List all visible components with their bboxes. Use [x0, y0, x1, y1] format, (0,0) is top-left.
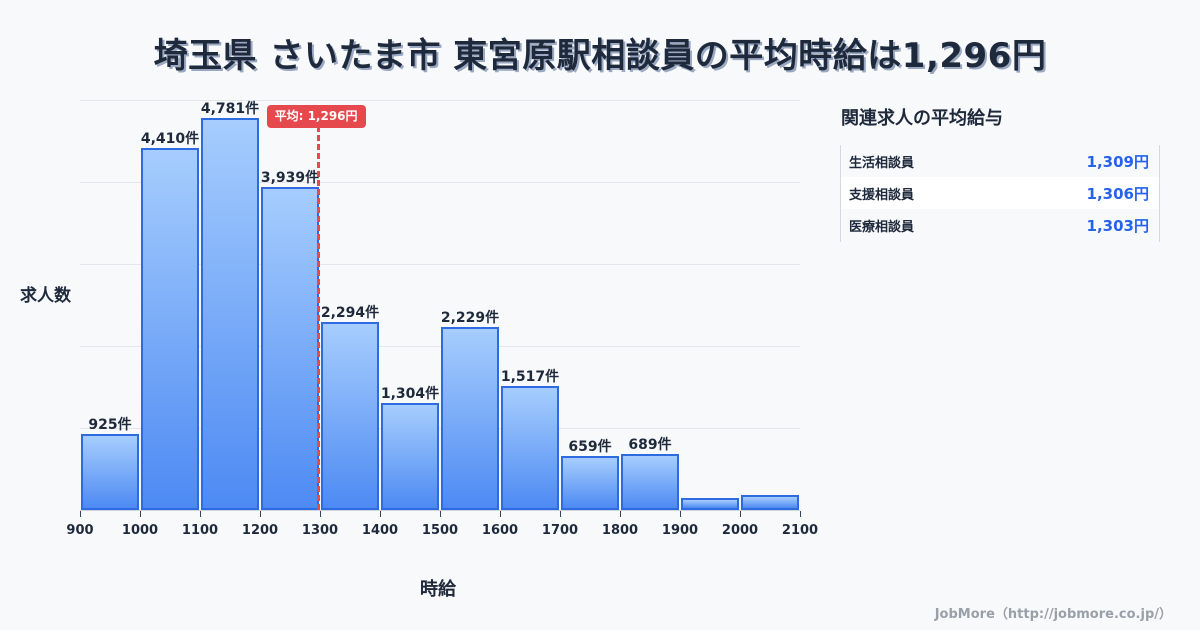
- histogram-bar[interactable]: [501, 386, 559, 510]
- histogram-bar[interactable]: [741, 495, 799, 510]
- x-tick: [320, 511, 321, 517]
- histogram-bar[interactable]: [201, 118, 259, 510]
- bar-value-label: 689件: [628, 437, 672, 453]
- x-tick-label: 1900: [661, 523, 699, 538]
- related-job-name: 支援相談員: [849, 187, 915, 203]
- histogram-bar[interactable]: [561, 456, 619, 510]
- x-tick: [800, 511, 801, 517]
- x-tick: [740, 511, 741, 517]
- related-job-row[interactable]: 支援相談員 1,306円: [841, 177, 1159, 209]
- mean-line: [316, 126, 320, 510]
- x-tick-label: 1100: [181, 523, 219, 538]
- x-axis-label: 時給: [420, 579, 456, 600]
- gridline: [80, 100, 800, 101]
- related-job-row[interactable]: 生活相談員 1,309円: [841, 145, 1159, 177]
- x-tick-label: 1700: [541, 523, 579, 538]
- related-job-name: 医療相談員: [849, 219, 915, 235]
- histogram-bar[interactable]: [381, 403, 439, 510]
- x-tick: [500, 511, 501, 517]
- histogram-chart: 925件 4,410件 4,781件 3,939件 2,294件 1,304件 2,229件…: [20, 100, 819, 600]
- related-job-wage: 1,306円: [1086, 184, 1149, 203]
- related-job-wage: 1,309円: [1086, 152, 1149, 171]
- x-tick-label: 1300: [301, 523, 339, 538]
- histogram-bar[interactable]: [141, 148, 199, 510]
- x-tick: [80, 511, 81, 517]
- x-tick: [200, 511, 201, 517]
- bar-value-label: 659件: [568, 439, 612, 455]
- x-tick: [260, 511, 261, 517]
- bar-value-label: 4,410件: [140, 131, 200, 147]
- related-job-name: 生活相談員: [849, 155, 915, 171]
- x-tick-label: 2000: [721, 523, 759, 538]
- mean-badge: 平均: 1,296円: [266, 105, 366, 128]
- histogram-bar[interactable]: [441, 327, 499, 510]
- x-axis-baseline: [80, 510, 800, 511]
- bar-value-label: 4,781件: [200, 101, 260, 117]
- gridline: [80, 428, 800, 429]
- x-tick-label: 1500: [421, 523, 459, 538]
- histogram-bar[interactable]: [321, 322, 379, 510]
- related-job-wage: 1,303円: [1086, 216, 1149, 235]
- x-tick: [380, 511, 381, 517]
- bar-value-label: 1,517件: [500, 369, 560, 385]
- x-tick-label: 1400: [361, 523, 399, 538]
- footer-credit[interactable]: JobMore（http://jobmore.co.jp/）: [934, 607, 1172, 622]
- x-tick: [560, 511, 561, 517]
- bar-value-label: 925件: [88, 417, 132, 433]
- related-job-row[interactable]: 医療相談員 1,303円: [841, 209, 1159, 241]
- histogram-bar[interactable]: [621, 454, 679, 510]
- page-title: 埼玉県 さいたま市 東宮原駅相談員の平均時給は1,296円: [153, 36, 1047, 76]
- x-tick-label: 900: [66, 523, 94, 538]
- x-tick: [140, 511, 141, 517]
- x-tick-label: 1200: [241, 523, 279, 538]
- histogram-bar[interactable]: [81, 434, 139, 510]
- gridline: [80, 346, 800, 347]
- x-tick-label: 1000: [121, 523, 159, 538]
- bar-value-label: 3,939件: [260, 170, 320, 186]
- bar-value-label: 2,229件: [440, 310, 500, 326]
- bar-value-label: 2,294件: [320, 305, 380, 321]
- x-tick: [680, 511, 681, 517]
- gridline: [80, 182, 800, 183]
- x-tick: [620, 511, 621, 517]
- x-tick-label: 1600: [481, 523, 519, 538]
- x-tick-label: 1800: [601, 523, 639, 538]
- related-jobs-title: 関連求人の平均給与: [841, 108, 1003, 129]
- histogram-bar[interactable]: [261, 187, 319, 510]
- histogram-bar[interactable]: [681, 498, 739, 510]
- gridline: [80, 264, 800, 265]
- related-jobs-table: 生活相談員 1,309円 支援相談員 1,306円 医療相談員 1,303円: [840, 145, 1160, 242]
- y-axis-label: 求人数: [20, 286, 71, 306]
- x-tick: [440, 511, 441, 517]
- bar-value-label: 1,304件: [380, 386, 440, 402]
- x-tick-label: 2100: [781, 523, 819, 538]
